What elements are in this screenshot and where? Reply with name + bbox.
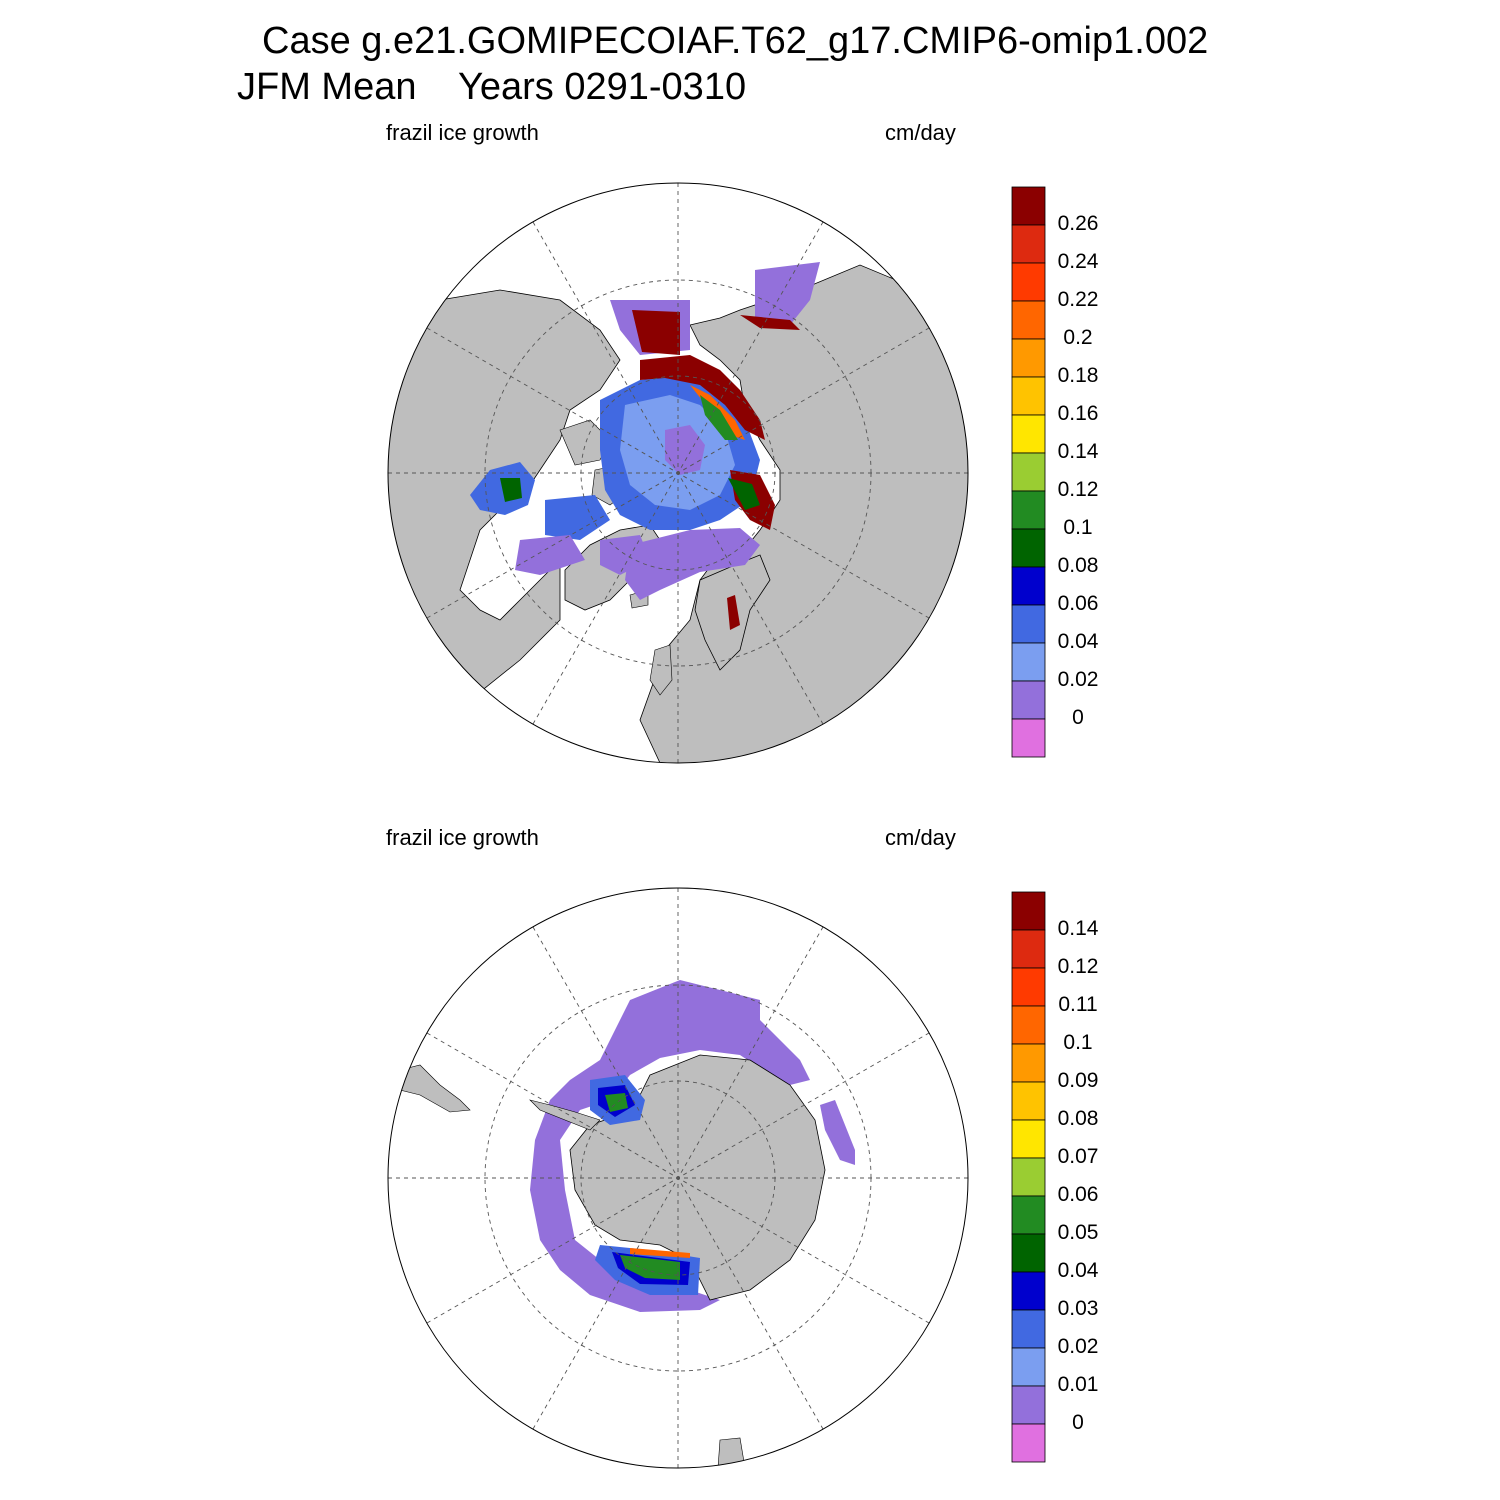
north-colorbar [1011,186,1046,758]
north-polar-map [387,182,969,764]
colorbar-tick-label: 0.05 [1057,1221,1099,1244]
colorbar-tick-label: 0.18 [1057,364,1099,387]
colorbar-tick-label: 0.04 [1057,630,1099,653]
colorbar-tick-label: 0.03 [1057,1297,1099,1320]
colorbar-tick-label: 0.01 [1057,1373,1099,1396]
colorbar-box [1011,338,1046,378]
south-panel-units-label: cm/day [885,825,956,850]
colorbar-box [1011,1385,1046,1425]
colorbar-box [1011,1157,1046,1197]
colorbar-tick-label: 0.14 [1057,440,1099,463]
colorbar-tick-label: 0.08 [1057,1107,1099,1130]
south-colorbar [1011,891,1046,1463]
colorbar-tick-label: 0.22 [1057,288,1099,311]
colorbar-tick-label: 0.06 [1057,1183,1099,1206]
colorbar-tick-label: 0.16 [1057,402,1099,425]
colorbar-box [1011,566,1046,606]
colorbar-box [1011,224,1046,264]
colorbar-box [1011,1423,1046,1463]
colorbar-tick-label: 0.1 [1063,516,1093,539]
colorbar-box [1011,718,1046,758]
arctic-ice-purple-edge [625,528,760,600]
colorbar-tick-label: 0 [1072,706,1084,729]
south-panel-variable-label: frazil ice growth [386,825,539,850]
colorbar-box [1011,1309,1046,1349]
colorbar-tick-label: 0.14 [1057,917,1099,940]
figure-title-line1: Case g.e21.GOMIPECOIAF.T62_g17.CMIP6-omi… [262,20,1209,62]
colorbar-box [1011,262,1046,302]
colorbar-tick-label: 0.02 [1057,1335,1099,1358]
colorbar-tick-label: 0.09 [1057,1069,1099,1092]
north-panel-units-label: cm/day [885,120,956,145]
colorbar-tick-label: 0.12 [1057,955,1099,978]
colorbar-tick-label: 0.1 [1063,1031,1093,1054]
colorbar-box [1011,929,1046,969]
colorbar-tick-label: 0.07 [1057,1145,1099,1168]
colorbar-tick-label: 0.12 [1057,478,1099,501]
colorbar-box [1011,186,1046,226]
colorbar-tick-label: 0.2 [1063,326,1093,349]
colorbar-tick-label: 0.06 [1057,592,1099,615]
figure-title-line2: JFM Mean Years 0291-0310 [237,66,747,108]
colorbar-box [1011,1347,1046,1387]
arctic-ice-center [665,425,705,475]
colorbar-box [1011,376,1046,416]
colorbar-box [1011,604,1046,644]
colorbar-box [1011,1043,1046,1083]
colorbar-box [1011,891,1046,931]
colorbar-tick-label: 0 [1072,1411,1084,1434]
colorbar-tick-label: 0.04 [1057,1259,1099,1282]
colorbar-box [1011,490,1046,530]
colorbar-box [1011,528,1046,568]
colorbar-box [1011,680,1046,720]
antarctic-ice-extent [530,980,810,1312]
colorbar-box [1011,1195,1046,1235]
colorbar-box [1011,452,1046,492]
colorbar-tick-label: 0.11 [1058,993,1098,1016]
north-panel-variable-label: frazil ice growth [386,120,539,145]
colorbar-tick-label: 0.08 [1057,554,1099,577]
colorbar-box [1011,414,1046,454]
colorbar-tick-label: 0.24 [1057,250,1099,273]
colorbar-box [1011,967,1046,1007]
colorbar-tick-label: 0.02 [1057,668,1099,691]
colorbar-tick-label: 0.26 [1057,212,1099,235]
south-polar-map [387,887,969,1469]
